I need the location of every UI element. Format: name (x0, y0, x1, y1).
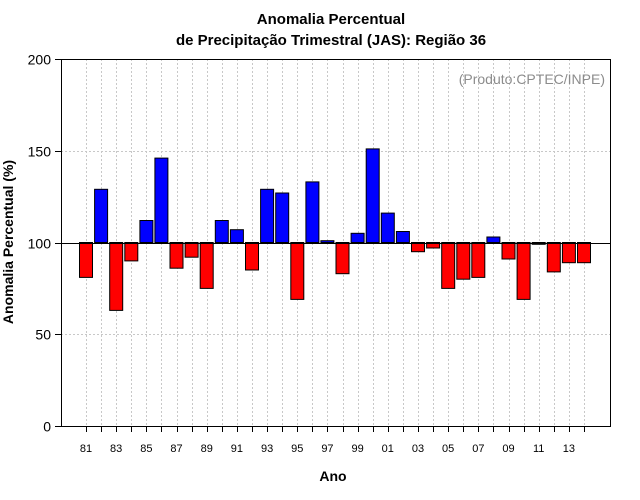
watermark: (Produto:CPTEC/INPE) (459, 71, 605, 87)
x-tick-label-91: 91 (231, 443, 243, 455)
bar-94 (275, 192, 290, 243)
plot-frame (61, 59, 611, 427)
bar-88 (184, 242, 199, 258)
bar-86 (154, 157, 169, 244)
bar-14 (577, 242, 591, 264)
bar-01 (380, 212, 395, 244)
x-tick-label-89: 89 (201, 443, 213, 455)
chart-title-line-2: de Precipitação Trimestral (JAS): Região… (176, 32, 486, 49)
bar-10 (516, 242, 531, 300)
x-tick-label-07: 07 (472, 443, 484, 455)
bar-82 (94, 188, 109, 244)
bar-03 (411, 242, 425, 253)
bar-96 (305, 181, 320, 243)
bar-85 (139, 220, 154, 243)
x-tick-label-13: 13 (563, 443, 575, 455)
bar-98 (335, 242, 350, 275)
bar-91 (229, 229, 244, 243)
bar-12 (546, 242, 561, 273)
x-tick-label-81: 81 (80, 443, 92, 455)
x-axis: 81 83 85 87 89 91 93 95 97 99 01 03 05 07 09 11 13 (80, 426, 585, 455)
bar-90 (214, 220, 229, 243)
bar-92 (245, 242, 259, 271)
x-tick-label-97: 97 (321, 443, 333, 455)
grid-lines (61, 59, 610, 426)
bar-06 (456, 242, 471, 280)
x-tick-label-83: 83 (110, 443, 122, 455)
bar-04 (426, 242, 441, 249)
bar-97 (320, 240, 335, 243)
bar-93 (260, 188, 275, 244)
x-tick-label-11: 11 (533, 443, 544, 455)
x-tick-label-03: 03 (412, 443, 424, 455)
y-axis: 0 50 100 150 200 (28, 52, 61, 435)
x-tick-label-95: 95 (291, 443, 303, 455)
x-tick-label-85: 85 (140, 443, 152, 455)
x-tick-label-87: 87 (170, 443, 182, 455)
x-tick-label-93: 93 (261, 443, 273, 455)
x-tick-label-05: 05 (442, 443, 454, 455)
bar-05 (441, 242, 456, 289)
y-tick-label-50: 50 (35, 327, 51, 343)
x-tick-label-01: 01 (382, 443, 394, 455)
chart-title-line-1: Anomalia Percentual (257, 11, 405, 28)
bars (79, 148, 591, 311)
bar-87 (169, 242, 184, 269)
bar-89 (199, 242, 214, 289)
bar-99 (350, 232, 365, 244)
y-tick-label-0: 0 (43, 419, 51, 435)
bar-13 (561, 242, 576, 264)
x-axis-label: Ano (319, 468, 346, 484)
bar-83 (109, 242, 124, 311)
bar-81 (79, 242, 93, 278)
y-tick-label-150: 150 (28, 144, 52, 160)
bar-02 (395, 231, 410, 243)
bar-95 (290, 242, 305, 300)
bar-08 (486, 236, 501, 243)
x-tick-label-09: 09 (502, 443, 514, 455)
x-tick-label-99: 99 (351, 443, 363, 455)
y-tick-label-200: 200 (28, 52, 52, 68)
bar-09 (501, 242, 516, 260)
bar-84 (124, 242, 139, 262)
bar-00 (365, 148, 380, 243)
bar-07 (471, 242, 486, 278)
y-tick-label-100: 100 (28, 236, 52, 252)
y-axis-label: Anomalia Percentual (%) (0, 160, 16, 324)
